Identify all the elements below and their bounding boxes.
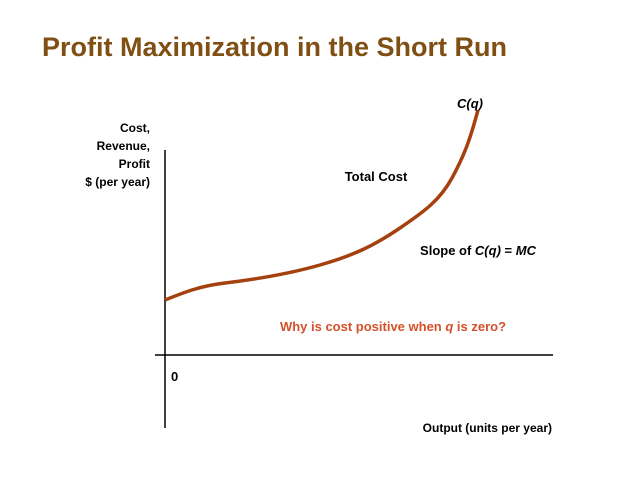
y-axis-label: Cost, — [120, 121, 150, 135]
total-cost-curve — [164, 109, 480, 302]
y-axis-label: Revenue, — [97, 139, 150, 153]
slope-text: = — [501, 243, 516, 258]
question: Why is cost positive when q is zero? — [280, 319, 506, 334]
curve-label: Total Cost — [345, 169, 408, 184]
x-axis-label: Output (units per year) — [423, 421, 552, 435]
slope-text: MC — [516, 243, 537, 258]
slope-label: Slope of C(q) = MC — [420, 243, 537, 258]
question-text: q — [445, 319, 453, 334]
question-text: is zero? — [453, 319, 506, 334]
slide-title: Profit Maximization in the Short Run — [42, 32, 507, 62]
slope-text: Slope of — [420, 243, 475, 258]
y-axis-label: Profit — [119, 157, 150, 171]
origin-label: 0 — [171, 369, 178, 384]
y-axis-label: $ (per year) — [85, 175, 150, 189]
curve-name: C(q) — [457, 96, 483, 111]
question-text: Why is cost positive when — [280, 319, 445, 334]
slope-text: C(q) — [475, 243, 501, 258]
